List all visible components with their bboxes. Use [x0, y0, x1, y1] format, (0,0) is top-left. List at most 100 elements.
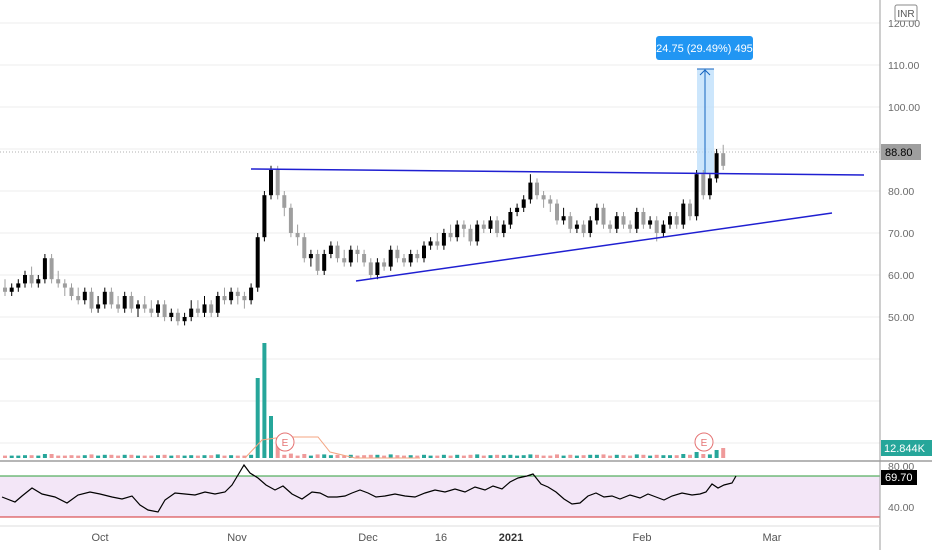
volume-bar: [122, 454, 127, 458]
candle-body: [269, 170, 273, 196]
volume-bar: [648, 455, 653, 458]
candle-body: [149, 308, 154, 313]
volume-bar: [441, 454, 446, 458]
resistance-trendline[interactable]: [250, 168, 865, 176]
currency-badge[interactable]: [894, 4, 918, 22]
candle-body: [668, 216, 672, 225]
volume-bar: [475, 454, 480, 458]
volume-bar: [681, 454, 686, 458]
volume-bar: [262, 343, 267, 458]
candle-body: [282, 195, 287, 208]
volume-bar: [288, 453, 293, 458]
volume-bar: [594, 454, 599, 458]
candle-body: [29, 275, 34, 284]
candle-body: [69, 287, 74, 296]
candle-body: [707, 178, 712, 196]
volume-bar: [402, 455, 406, 458]
volume-bar: [295, 455, 300, 458]
candle-body: [441, 233, 446, 246]
candle-body: [16, 283, 21, 288]
volume-bar: [56, 455, 61, 458]
volume-bar: [62, 455, 67, 458]
candle-body: [661, 224, 666, 233]
volume-bar: [382, 455, 387, 458]
volume-bar: [688, 454, 692, 458]
volume-bar: [408, 455, 413, 458]
candle-body: [541, 195, 546, 200]
volume-bar: [468, 454, 473, 458]
candle-body: [561, 216, 566, 221]
candle-body: [614, 216, 619, 229]
candle-body: [714, 153, 719, 179]
time-label-dec: Dec: [358, 532, 378, 544]
volume-bar: [428, 455, 433, 458]
volume-bar: [368, 454, 373, 458]
volume-bar: [162, 454, 167, 458]
volume-bar: [308, 455, 313, 458]
rsi-value-label-bg: [881, 470, 917, 485]
candle-body: [468, 228, 473, 242]
volume-bar: [76, 455, 81, 458]
volume-bar: [195, 455, 200, 458]
volume-bar: [548, 455, 553, 458]
candle-body: [129, 296, 134, 309]
candle-body: [528, 182, 533, 200]
volume-bar: [668, 455, 672, 458]
candle-body: [648, 220, 653, 225]
volume-label-bg: [881, 440, 932, 456]
event-marker-1[interactable]: E: [275, 432, 295, 452]
earnings-marker-icon: [275, 432, 295, 452]
volume-bar: [222, 455, 227, 458]
time-label-nov: Nov: [227, 532, 247, 544]
volume-bar: [96, 455, 101, 458]
candle-body: [262, 195, 267, 238]
volume-bar: [89, 454, 94, 458]
candle-body: [3, 287, 7, 292]
candle-body: [116, 304, 121, 309]
volume-bar: [654, 454, 659, 458]
candle-body: [302, 237, 307, 259]
candle-body: [175, 312, 180, 322]
candle-body: [594, 207, 599, 221]
candle-body: [56, 279, 61, 284]
candle-body: [621, 216, 626, 225]
candle-body: [308, 254, 313, 259]
candle-body: [169, 312, 174, 317]
candle-body: [322, 254, 327, 271]
volume-bar: [342, 455, 347, 458]
event-marker-2[interactable]: E: [694, 432, 714, 452]
time-label-16: 16: [435, 532, 447, 544]
candle-body: [548, 199, 553, 204]
measure-annotation[interactable]: 24.75 (29.49%) 495: [656, 36, 753, 173]
time-axis[interactable]: Oct Nov Dec 16 2021 Feb Mar: [0, 525, 880, 544]
price-tick-label: 50.00: [888, 312, 914, 324]
candle-body: [368, 262, 373, 275]
volume-bar: [16, 455, 21, 458]
candle-body: [674, 216, 679, 225]
volume-bar: [555, 454, 559, 458]
candle-body: [288, 207, 293, 233]
candle-body: [455, 224, 460, 238]
candle-body: [222, 296, 227, 301]
candle-body: [342, 258, 347, 263]
candle-body: [348, 249, 353, 263]
volume-bar: [535, 454, 539, 458]
candle-body: [688, 203, 692, 217]
support-trendline[interactable]: [355, 212, 833, 282]
price-axis[interactable]: 50.0060.0070.0080.0090.00100.00110.00120…: [879, 0, 932, 550]
measure-arrowhead: [699, 69, 711, 76]
volume-bar: [608, 455, 613, 458]
price-tick-label: 80.00: [888, 186, 914, 198]
chart-grid: [0, 22, 880, 444]
price-tick-label: 70.00: [888, 228, 914, 240]
rsi-line: [1, 463, 737, 513]
last-price-label-bg: [881, 144, 921, 160]
volume-bar: [235, 455, 240, 458]
volume-bar: [614, 454, 619, 458]
candle-body: [102, 291, 107, 305]
candle-body: [189, 308, 194, 317]
volume-bar: [574, 455, 579, 458]
volume-bar: [249, 454, 254, 458]
currency-label: INR: [897, 9, 914, 20]
